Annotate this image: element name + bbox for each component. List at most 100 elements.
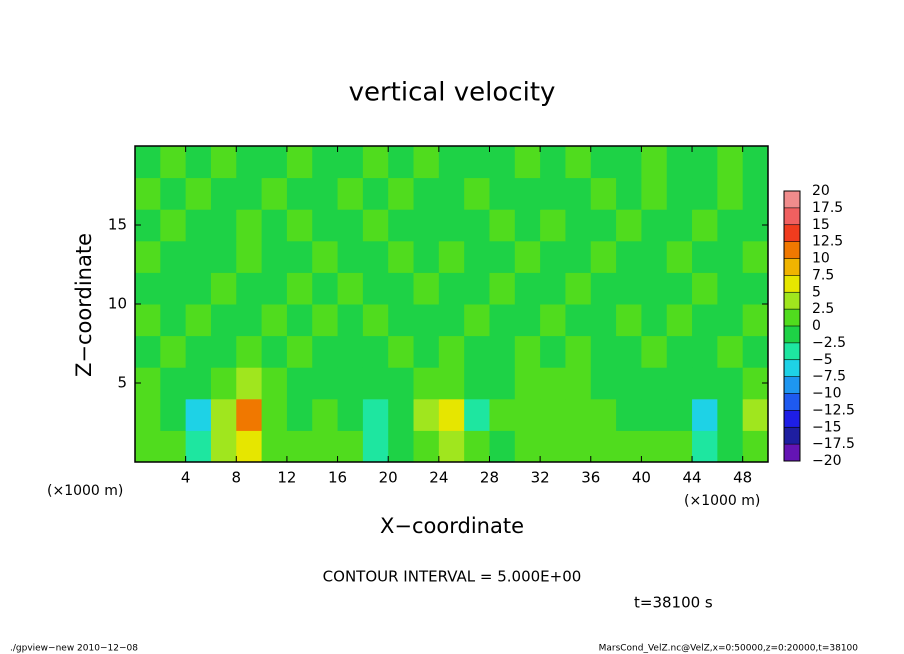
cell <box>565 398 592 431</box>
cell <box>236 304 263 337</box>
cell <box>514 398 541 431</box>
cell <box>666 398 693 431</box>
y-axis-label: Z−coordinate <box>72 233 96 377</box>
cell <box>160 367 187 400</box>
cell <box>413 272 440 305</box>
x-tick-label: 32 <box>531 469 550 487</box>
cell <box>616 335 642 368</box>
colorbar-label: 12.5 <box>812 234 843 250</box>
cell <box>210 335 237 368</box>
footer-right: MarsCond_VelZ.nc@VelZ,x=0:50000,z=0:2000… <box>599 644 859 654</box>
cell <box>489 398 516 431</box>
cell <box>717 177 744 210</box>
cell <box>438 240 465 273</box>
cell <box>261 430 288 463</box>
cell <box>641 146 668 179</box>
cell <box>666 209 693 242</box>
cell <box>641 367 668 400</box>
cell <box>160 209 187 242</box>
cell <box>185 209 212 242</box>
cell <box>337 335 364 368</box>
cell <box>236 430 263 463</box>
colorbar-label: −12.5 <box>812 402 855 418</box>
cell <box>717 304 744 337</box>
colorbar-label: −7.5 <box>812 369 846 385</box>
cell <box>210 209 237 242</box>
cell <box>742 398 769 431</box>
cell <box>641 240 668 273</box>
x-axis-label: X−coordinate <box>380 514 524 538</box>
x-tick-label: 8 <box>232 469 242 487</box>
colorbar-segment <box>784 444 800 461</box>
cell <box>742 304 769 337</box>
cell <box>464 209 490 242</box>
cell <box>312 304 339 337</box>
colorbar-segment <box>784 342 800 360</box>
cell <box>312 335 339 368</box>
cell <box>438 272 465 305</box>
cell <box>160 272 187 305</box>
cell <box>540 240 566 273</box>
cell <box>185 146 212 179</box>
cell <box>742 430 769 463</box>
cell <box>388 398 415 431</box>
cell <box>464 335 490 368</box>
cell <box>666 304 693 337</box>
cell <box>286 177 313 210</box>
cell <box>540 177 566 210</box>
cell <box>692 430 718 463</box>
cell <box>337 209 364 242</box>
cell <box>337 398 364 431</box>
cell <box>590 146 617 179</box>
cell <box>261 398 288 431</box>
cell <box>565 240 592 273</box>
cell <box>590 430 617 463</box>
cell <box>717 398 744 431</box>
cell <box>413 209 440 242</box>
colorbar-label: 10 <box>812 251 830 267</box>
cell <box>590 398 617 431</box>
colorbar-label: −17.5 <box>812 436 855 452</box>
cell <box>540 335 566 368</box>
cell <box>362 398 389 431</box>
cell <box>514 304 541 337</box>
cell <box>489 146 516 179</box>
cell <box>312 177 339 210</box>
cell <box>337 240 364 273</box>
cell <box>210 304 237 337</box>
colorbar-segment <box>784 224 800 242</box>
cell <box>286 367 313 400</box>
x-tick-label: 24 <box>429 469 448 487</box>
cell <box>742 335 769 368</box>
cell <box>540 398 566 431</box>
cell <box>489 430 516 463</box>
cell <box>438 304 465 337</box>
cell <box>717 209 744 242</box>
cell <box>438 146 465 179</box>
colorbar-segment <box>784 376 800 394</box>
cell <box>337 367 364 400</box>
cell <box>464 398 490 431</box>
cell <box>666 367 693 400</box>
cell <box>692 146 718 179</box>
cell <box>666 146 693 179</box>
cell <box>388 335 415 368</box>
cell <box>388 430 415 463</box>
cell <box>666 272 693 305</box>
colorbar-segment <box>784 191 800 208</box>
cell <box>413 335 440 368</box>
cell <box>540 430 566 463</box>
cell <box>362 272 389 305</box>
cell <box>185 272 212 305</box>
cell <box>362 304 389 337</box>
cell <box>692 367 718 400</box>
x-tick-label: 40 <box>632 469 651 487</box>
colorbar-label: −2.5 <box>812 335 846 351</box>
x-tick-label: 44 <box>682 469 701 487</box>
cell <box>312 209 339 242</box>
cell <box>388 272 415 305</box>
cell <box>388 146 415 179</box>
y-tick-label: 5 <box>117 374 127 392</box>
cell <box>337 272 364 305</box>
colorbar-segment <box>784 410 800 428</box>
